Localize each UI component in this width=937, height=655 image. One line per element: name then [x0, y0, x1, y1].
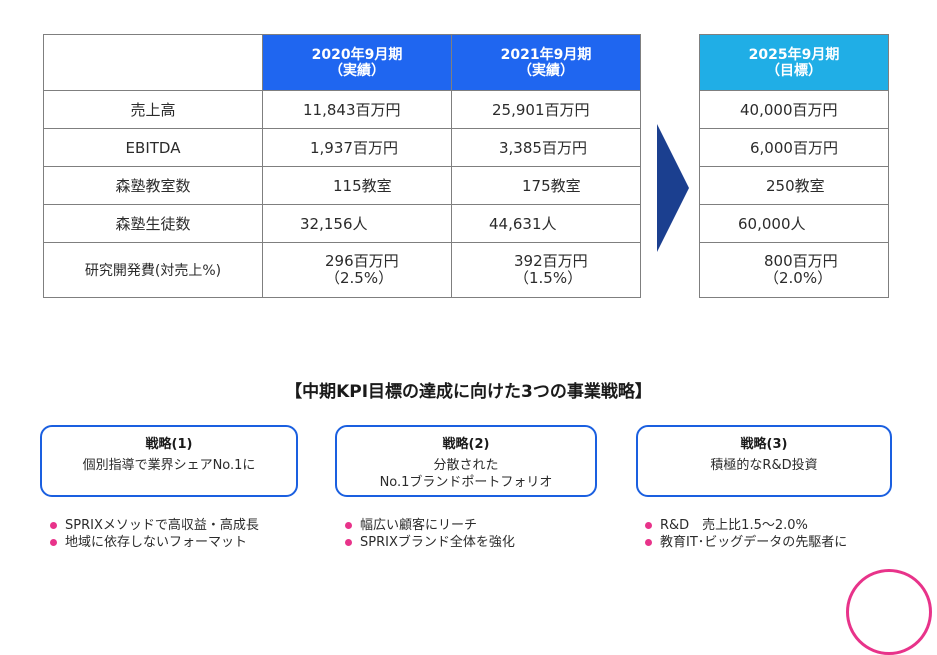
value-text: 25,901百万円: [492, 101, 590, 119]
strategy-body: 個別指導で業界シェアNo.1に: [82, 458, 256, 473]
row-label-classrooms: 森塾教室数: [43, 166, 263, 205]
strategy-body: 分散された No.1ブランドポートフォリオ: [337, 457, 595, 491]
bullet-dot-icon: [645, 522, 652, 529]
list-item: SPRIXブランド全体を強化: [345, 534, 515, 551]
value-text: 32,156人: [300, 215, 368, 233]
strategy-box-2: 戦略(2) 分散された No.1ブランドポートフォリオ: [335, 425, 597, 497]
value-text: 296百万円: [325, 252, 399, 270]
bullet-text: 教育IT･ビッグデータの先駆者に: [660, 535, 848, 550]
value-text: 1,937百万円: [310, 139, 398, 157]
row-label-students: 森塾生徒数: [43, 204, 263, 243]
header-fy2021-year: 2021年9月期: [500, 46, 592, 63]
strategy-box-3: 戦略(3) 積極的なR&D投資: [636, 425, 892, 497]
cell-students-2021: 44,631人: [451, 204, 641, 243]
strategy-title: 戦略(3): [740, 437, 788, 452]
value-text: 250教室: [766, 177, 825, 195]
cell-rd-2020: 296百万円 （2.5%）: [262, 242, 452, 298]
header-fy2025-type: （目標）: [766, 62, 822, 79]
cell-ebitda-2020: 1,937百万円: [262, 128, 452, 167]
value-text: 6,000百万円: [750, 139, 838, 157]
row-label-ebitda: EBITDA: [43, 128, 263, 167]
target-students: 60,000人: [699, 204, 889, 243]
value-text: 11,843百万円: [303, 101, 401, 119]
cell-sales-2020: 11,843百万円: [262, 90, 452, 129]
value-text: 115教室: [333, 177, 392, 195]
bullet-text: 幅広い顧客にリーチ: [360, 518, 478, 533]
list-item: 教育IT･ビッグデータの先駆者に: [645, 534, 847, 551]
bullet-text: SPRIXブランド全体を強化: [360, 535, 515, 550]
section-title: 【中期KPI目標の達成に向けた3つの事業戦略】: [285, 382, 652, 402]
bullet-dot-icon: [50, 522, 57, 529]
value-subtext: （2.5%）: [325, 269, 394, 287]
row-label-sales: 売上高: [43, 90, 263, 129]
strategy-1-bullets: SPRIXメソッドで高収益・高成長 地域に依存しないフォーマット: [50, 517, 259, 551]
value-text: 175教室: [522, 177, 581, 195]
value-subtext: （1.5%）: [514, 269, 583, 287]
list-item: SPRIXメソッドで高収益・高成長: [50, 517, 259, 534]
actual-results-table: 2020年9月期 （実績） 2021年9月期 （実績） 売上高 11,843百万…: [43, 34, 641, 298]
table-row: 6,000百万円: [699, 128, 889, 167]
header-fy2021: 2021年9月期 （実績）: [451, 34, 641, 91]
value-text: 40,000百万円: [740, 101, 838, 119]
value-text: 392百万円: [514, 252, 588, 270]
table-corner-cell: [43, 34, 263, 91]
list-item: 幅広い顧客にリーチ: [345, 517, 515, 534]
bullet-dot-icon: [50, 539, 57, 546]
value-text: 800百万円: [764, 252, 838, 270]
bullet-dot-icon: [345, 522, 352, 529]
strategy-body-line1: 分散された: [433, 458, 499, 473]
header-fy2025-year: 2025年9月期: [748, 46, 840, 63]
bullet-dot-icon: [345, 539, 352, 546]
table-row: 森塾教室数 115教室 175教室: [43, 166, 641, 205]
target-table: 2025年9月期 （目標） 40,000百万円 6,000百万円 250教室 6…: [699, 34, 889, 298]
value-text: 3,385百万円: [499, 139, 587, 157]
header-fy2020-type: （実績）: [329, 62, 385, 79]
list-item: R&D 売上比1.5〜2.0%: [645, 517, 847, 534]
target-rd: 800百万円 （2.0%）: [699, 242, 889, 298]
strategy-3-bullets: R&D 売上比1.5〜2.0% 教育IT･ビッグデータの先駆者に: [645, 517, 847, 551]
table-row: EBITDA 1,937百万円 3,385百万円: [43, 128, 641, 167]
table-row: 研究開発費(対売上%) 296百万円 （2.5%） 392百万円 （1.5%）: [43, 242, 641, 298]
table-row: 60,000人: [699, 204, 889, 243]
cell-classrooms-2020: 115教室: [262, 166, 452, 205]
arrow-right-icon: [657, 124, 689, 252]
bullet-text: R&D 売上比1.5〜2.0%: [660, 518, 808, 533]
strategy-2-bullets: 幅広い顧客にリーチ SPRIXブランド全体を強化: [345, 517, 515, 551]
list-item: 地域に依存しないフォーマット: [50, 534, 259, 551]
table-row: 売上高 11,843百万円 25,901百万円: [43, 90, 641, 129]
cell-rd-2021: 392百万円 （1.5%）: [451, 242, 641, 298]
cell-ebitda-2021: 3,385百万円: [451, 128, 641, 167]
header-fy2020-year: 2020年9月期: [311, 46, 403, 63]
cell-classrooms-2021: 175教室: [451, 166, 641, 205]
strategy-title: 戦略(2): [442, 437, 490, 452]
cell-sales-2021: 25,901百万円: [451, 90, 641, 129]
header-fy2020: 2020年9月期 （実績）: [262, 34, 452, 91]
cell-students-2020: 32,156人: [262, 204, 452, 243]
value-subtext: （2.0%）: [764, 269, 833, 287]
decorative-circle: [846, 569, 932, 655]
strategy-title: 戦略(1): [145, 437, 193, 452]
bullet-text: 地域に依存しないフォーマット: [65, 535, 248, 550]
target-ebitda: 6,000百万円: [699, 128, 889, 167]
header-fy2025: 2025年9月期 （目標）: [699, 34, 889, 91]
bullet-dot-icon: [645, 539, 652, 546]
table-row: 250教室: [699, 166, 889, 205]
strategy-body: 積極的なR&D投資: [710, 458, 818, 473]
value-text: 44,631人: [489, 215, 557, 233]
target-sales: 40,000百万円: [699, 90, 889, 129]
header-fy2021-type: （実績）: [518, 62, 574, 79]
target-classrooms: 250教室: [699, 166, 889, 205]
value-text: 60,000人: [738, 215, 806, 233]
strategy-body-line2: No.1ブランドポートフォリオ: [379, 475, 553, 490]
row-label-rd: 研究開発費(対売上%): [43, 242, 263, 298]
bullet-text: SPRIXメソッドで高収益・高成長: [65, 518, 259, 533]
table-row: 40,000百万円: [699, 90, 889, 129]
table-row: 800百万円 （2.0%）: [699, 242, 889, 298]
strategy-box-1: 戦略(1) 個別指導で業界シェアNo.1に: [40, 425, 298, 497]
table-row: 森塾生徒数 32,156人 44,631人: [43, 204, 641, 243]
